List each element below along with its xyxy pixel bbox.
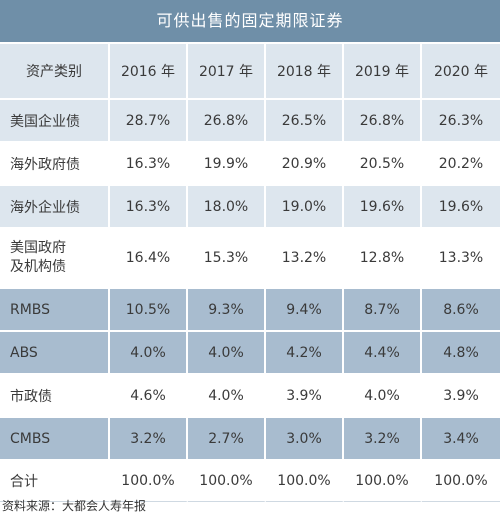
column-header: 2019 年 <box>344 44 422 100</box>
table-row: 市政债 4.6% 4.0% 3.9% 4.0% 3.9% <box>0 375 500 418</box>
row-label: 海外政府债 <box>0 143 110 186</box>
table-header-row: 资产类别 2016 年 2017 年 2018 年 2019 年 2020 年 <box>0 44 500 100</box>
table-cell: 4.6% <box>110 375 188 418</box>
table-row: 美国政府 及机构债 16.4% 15.3% 13.2% 12.8% 13.3% <box>0 229 500 289</box>
table-cell: 19.9% <box>188 143 266 186</box>
table-cell: 13.3% <box>422 229 500 289</box>
table-cell: 13.2% <box>266 229 344 289</box>
row-label: 海外企业债 <box>0 186 110 229</box>
table-cell: 8.7% <box>344 289 422 332</box>
table-total-row: 合计 100.0% 100.0% 100.0% 100.0% 100.0% <box>0 461 500 502</box>
table-row: CMBS 3.2% 2.7% 3.0% 3.2% 3.4% <box>0 418 500 461</box>
table-row: 海外企业债 16.3% 18.0% 19.0% 19.6% 19.6% <box>0 186 500 229</box>
table-cell: 3.9% <box>422 375 500 418</box>
table-cell: 3.9% <box>266 375 344 418</box>
source-note: 资料来源：大都会人寿年报 <box>2 499 147 513</box>
table-cell: 3.2% <box>110 418 188 461</box>
column-header: 资产类别 <box>0 44 110 100</box>
table-cell: 19.0% <box>266 186 344 229</box>
row-label: 美国政府 及机构债 <box>0 229 110 289</box>
table-cell: 3.2% <box>344 418 422 461</box>
table-row: RMBS 10.5% 9.3% 9.4% 8.7% 8.6% <box>0 289 500 332</box>
table-cell: 10.5% <box>110 289 188 332</box>
table-cell: 20.5% <box>344 143 422 186</box>
data-table: 资产类别 2016 年 2017 年 2018 年 2019 年 2020 年 … <box>0 44 500 502</box>
table-cell: 28.7% <box>110 100 188 143</box>
table-row: ABS 4.0% 4.0% 4.2% 4.4% 4.8% <box>0 332 500 375</box>
table-cell: 20.9% <box>266 143 344 186</box>
column-header: 2020 年 <box>422 44 500 100</box>
table-cell: 4.0% <box>110 332 188 375</box>
table-cell: 4.2% <box>266 332 344 375</box>
table-title: 可供出售的固定期限证券 <box>0 0 500 42</box>
row-label: ABS <box>0 332 110 375</box>
table-cell: 9.3% <box>188 289 266 332</box>
table-cell: 18.0% <box>188 186 266 229</box>
table-cell: 100.0% <box>188 461 266 502</box>
table-cell: 20.2% <box>422 143 500 186</box>
table-cell: 9.4% <box>266 289 344 332</box>
table-cell: 4.8% <box>422 332 500 375</box>
row-label: 市政债 <box>0 375 110 418</box>
table-row: 美国企业债 28.7% 26.8% 26.5% 26.8% 26.3% <box>0 100 500 143</box>
table-cell: 16.4% <box>110 229 188 289</box>
table-cell: 16.3% <box>110 186 188 229</box>
table-cell: 15.3% <box>188 229 266 289</box>
column-header: 2016 年 <box>110 44 188 100</box>
table-cell: 100.0% <box>344 461 422 502</box>
row-label: CMBS <box>0 418 110 461</box>
table-cell: 100.0% <box>110 461 188 502</box>
table-cell: 4.4% <box>344 332 422 375</box>
table-cell: 4.0% <box>344 375 422 418</box>
table-cell: 16.3% <box>110 143 188 186</box>
table-cell: 2.7% <box>188 418 266 461</box>
column-header: 2018 年 <box>266 44 344 100</box>
table-cell: 19.6% <box>344 186 422 229</box>
table-cell: 26.8% <box>188 100 266 143</box>
table-cell: 3.4% <box>422 418 500 461</box>
table-cell: 100.0% <box>422 461 500 502</box>
row-label: 合计 <box>0 461 110 502</box>
row-label: RMBS <box>0 289 110 332</box>
table-cell: 26.8% <box>344 100 422 143</box>
table-cell: 26.3% <box>422 100 500 143</box>
table-cell: 100.0% <box>266 461 344 502</box>
row-label-line: 美国政府 <box>10 240 66 256</box>
table-row: 海外政府债 16.3% 19.9% 20.9% 20.5% 20.2% <box>0 143 500 186</box>
column-header: 2017 年 <box>188 44 266 100</box>
table-cell: 12.8% <box>344 229 422 289</box>
table-cell: 4.0% <box>188 332 266 375</box>
row-label: 美国企业债 <box>0 100 110 143</box>
table-cell: 3.0% <box>266 418 344 461</box>
table-cell: 4.0% <box>188 375 266 418</box>
table-cell: 8.6% <box>422 289 500 332</box>
table-cell: 26.5% <box>266 100 344 143</box>
table-cell: 19.6% <box>422 186 500 229</box>
row-label-line: 及机构债 <box>10 259 66 275</box>
